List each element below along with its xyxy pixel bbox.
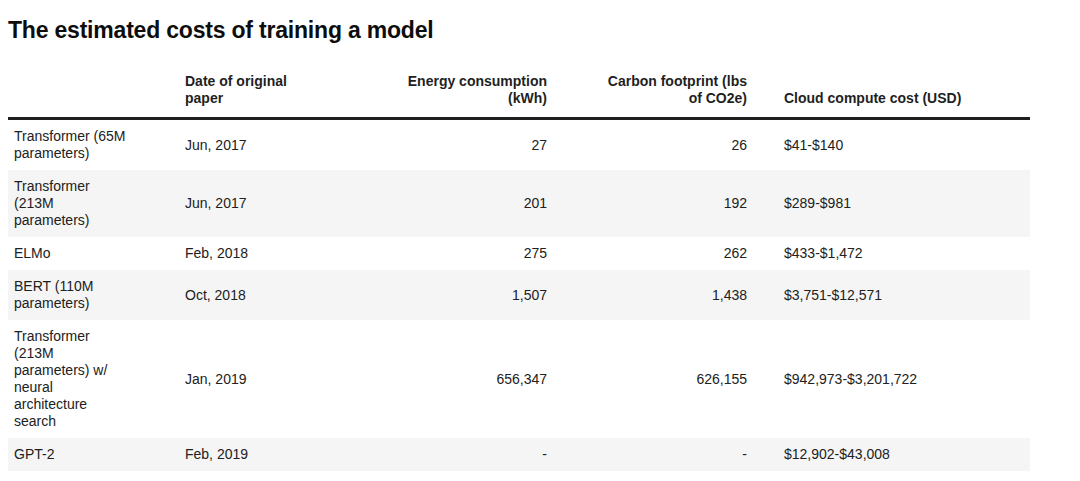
header-date: Date of original paper	[179, 60, 340, 119]
cell-date: Jan, 2019	[179, 320, 340, 438]
table-header: Date of original paper Energy consumptio…	[8, 60, 1030, 119]
table-row: BERT (110M parameters) Oct, 2018 1,507 1…	[8, 270, 1030, 320]
cell-cost: $41-$140	[747, 119, 1030, 171]
header-energy: Energy consumption (kWh)	[340, 60, 547, 119]
cell-model: Transformer (213M parameters)	[8, 170, 179, 237]
header-cost: Cloud compute cost (USD)	[747, 60, 1030, 119]
table-body: Transformer (65M parameters) Jun, 2017 2…	[8, 119, 1030, 472]
cell-energy: -	[340, 438, 547, 471]
table-row: ELMo Feb, 2018 275 262 $433-$1,472	[8, 237, 1030, 270]
cell-cost: $12,902-$43,008	[747, 438, 1030, 471]
cell-cost: $433-$1,472	[747, 237, 1030, 270]
page: { "page": { "title": "The estimated cost…	[0, 0, 1080, 481]
cell-carbon: 626,155	[547, 320, 747, 438]
cell-date: Oct, 2018	[179, 270, 340, 320]
training-cost-table: Date of original paper Energy consumptio…	[8, 60, 1030, 471]
cell-cost: $942,973-$3,201,722	[747, 320, 1030, 438]
cell-date: Jun, 2017	[179, 170, 340, 237]
cell-carbon: 192	[547, 170, 747, 237]
cell-model: ELMo	[8, 237, 179, 270]
table-row: GPT-2 Feb, 2019 - - $12,902-$43,008	[8, 438, 1030, 471]
cell-energy: 275	[340, 237, 547, 270]
header-row: Date of original paper Energy consumptio…	[8, 60, 1030, 119]
cell-model: Transformer (213M parameters) w/ neural …	[8, 320, 179, 438]
cell-date: Feb, 2019	[179, 438, 340, 471]
header-carbon: Carbon footprint (lbs of CO2e)	[547, 60, 747, 119]
page-title: The estimated costs of training a model	[8, 16, 433, 44]
cell-cost: $3,751-$12,571	[747, 270, 1030, 320]
cell-cost: $289-$981	[747, 170, 1030, 237]
cell-energy: 1,507	[340, 270, 547, 320]
table-row: Transformer (213M parameters) Jun, 2017 …	[8, 170, 1030, 237]
cell-carbon: 1,438	[547, 270, 747, 320]
cell-carbon: 262	[547, 237, 747, 270]
cell-model: BERT (110M parameters)	[8, 270, 179, 320]
table-row: Transformer (65M parameters) Jun, 2017 2…	[8, 119, 1030, 171]
cell-carbon: -	[547, 438, 747, 471]
cell-date: Jun, 2017	[179, 119, 340, 171]
cell-energy: 201	[340, 170, 547, 237]
table-row: Transformer (213M parameters) w/ neural …	[8, 320, 1030, 438]
cell-carbon: 26	[547, 119, 747, 171]
header-model	[8, 60, 179, 119]
cell-model: GPT-2	[8, 438, 179, 471]
cell-model: Transformer (65M parameters)	[8, 119, 179, 171]
cell-energy: 656,347	[340, 320, 547, 438]
cell-date: Feb, 2018	[179, 237, 340, 270]
cell-energy: 27	[340, 119, 547, 171]
